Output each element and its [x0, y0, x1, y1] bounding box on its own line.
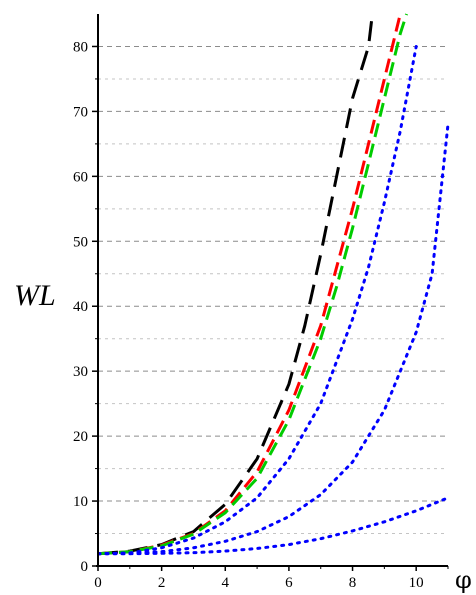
x-tick-label: 6	[285, 575, 293, 591]
x-axis-label: φ	[455, 566, 472, 594]
y-tick-label: 70	[73, 104, 88, 120]
x-tick-label: 8	[349, 575, 357, 591]
y-tick-label: 0	[81, 559, 89, 575]
y-tick-label: 60	[73, 169, 88, 185]
y-tick-label: 50	[73, 234, 88, 250]
y-tick-label: 30	[73, 364, 88, 380]
series-layer	[98, 13, 450, 556]
x-tick-label: 0	[94, 575, 102, 591]
y-tick-label: 40	[73, 299, 88, 315]
x-tick-label: 2	[158, 575, 166, 591]
y-tick-label: 80	[73, 39, 88, 55]
axes	[96, 14, 448, 567]
y-tick-label: 10	[73, 494, 88, 510]
series-line-3	[98, 13, 409, 556]
y-tick-label: 20	[73, 429, 88, 445]
y-axis-label: WL	[14, 279, 56, 312]
ticks: 0 2 4 6 8 10 0 10 20 30 40 50 60 70 80	[73, 39, 449, 591]
series-line-5	[98, 122, 450, 556]
series-line-6	[98, 496, 450, 556]
grid	[98, 45, 448, 535]
x-tick-label: 10	[409, 575, 424, 591]
series-line-4	[98, 45, 418, 556]
x-tick-label: 4	[222, 575, 230, 591]
